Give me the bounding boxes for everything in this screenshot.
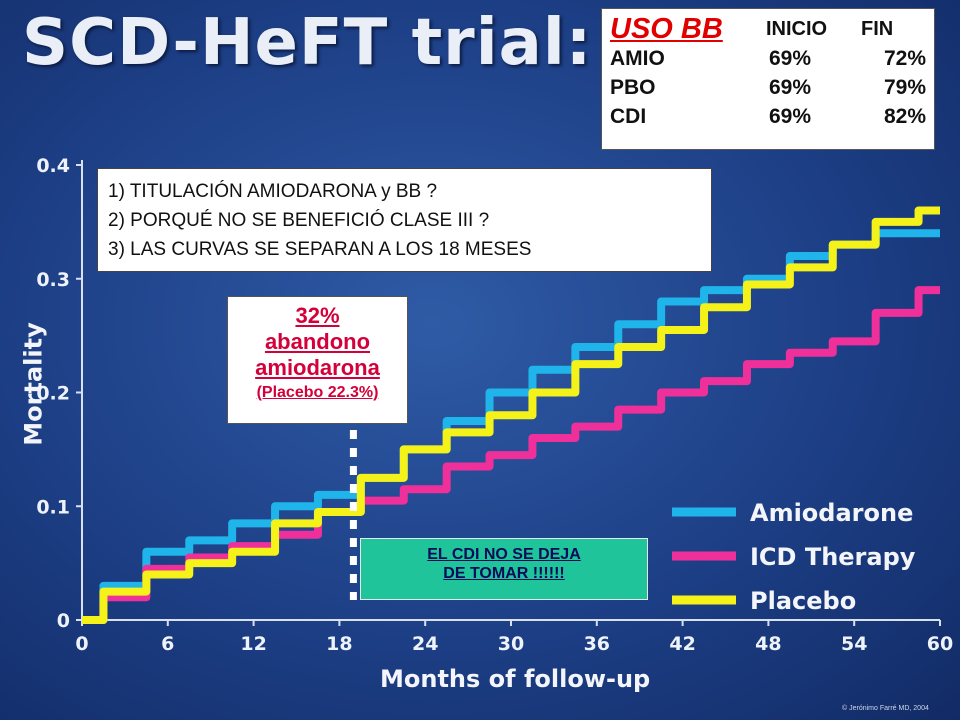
question-1: 1) TITULACIÓN AMIODARONA y BB ?: [108, 181, 438, 202]
legend-label: Amiodarone: [750, 499, 913, 527]
x-tick-labels: 0 6 12 18 24 30 36 42 48 54 60: [75, 633, 953, 655]
question-2: 2) PORQUÉ NO SE BENEFICIÓ CLASE III ?: [108, 210, 490, 231]
bb-row-inicio: 69%: [769, 47, 812, 70]
y-tick-label: 0.2: [36, 383, 70, 405]
y-tick-label: 0.4: [36, 155, 70, 177]
copyright-text: © Jerónimo Farré MD, 2004: [842, 705, 929, 712]
bb-row-fin: 79%: [883, 76, 927, 99]
x-tick-label: 54: [841, 633, 867, 655]
y-tick-label: 0.1: [36, 496, 70, 518]
cdi-note: EL CDI NO SE DEJA DE TOMAR !!!!!!: [360, 538, 648, 600]
y-tick-label: 0: [57, 610, 70, 632]
y-axis-label: Mortality: [19, 322, 48, 446]
x-tick-label: 42: [669, 633, 695, 655]
bb-header-row: USO BB INICIO FIN: [610, 15, 926, 44]
series-lines: [82, 206, 940, 624]
bb-col-inicio: INICIO: [766, 18, 828, 40]
y-tick-label: 0.3: [36, 269, 70, 291]
x-tick-label: 36: [584, 633, 610, 655]
abandono-percent: 32%: [295, 303, 340, 328]
legend-label: Placebo: [750, 587, 856, 615]
x-tick-label: 0: [75, 633, 88, 655]
legend-label: ICD Therapy: [750, 543, 916, 571]
cdi-note-line-1: EL CDI NO SE DEJA: [427, 546, 581, 563]
x-tick-label: 6: [161, 633, 174, 655]
chart-legend: Amiodarone ICD Therapy Placebo: [672, 499, 916, 615]
questions-box: 1) TITULACIÓN AMIODARONA y BB ? 2) PORQU…: [97, 168, 712, 272]
x-tick-label: 24: [412, 633, 438, 655]
y-tick-labels: 0 0.1 0.2 0.3 0.4: [36, 155, 70, 632]
bb-row-inicio: 69%: [769, 76, 812, 99]
x-tick-label: 48: [755, 633, 781, 655]
x-tick-label: 12: [240, 633, 266, 655]
bb-heading: USO BB: [610, 13, 723, 45]
abandono-word: abandono: [264, 329, 371, 354]
x-tick-label: 18: [326, 633, 352, 655]
chart-axes: [76, 160, 941, 626]
bb-row-fin: 72%: [883, 47, 927, 70]
bb-row-label: AMIO: [610, 47, 665, 70]
question-3: 3) LAS CURVAS SE SEPARAN A LOS 18 MESES: [108, 239, 532, 260]
bb-row-inicio: 69%: [769, 105, 812, 128]
cdi-note-line-2: DE TOMAR !!!!!!: [443, 565, 565, 582]
bb-col-fin: FIN: [861, 18, 894, 40]
abandono-drug: amiodarona: [255, 355, 380, 380]
bb-row-label: PBO: [610, 76, 656, 99]
bb-row-pbo: PBO 69% 79%: [610, 73, 926, 102]
bb-row-fin: 82%: [883, 105, 927, 128]
abandono-note: 32% abandono amiodarona (Placebo 22.3%): [227, 296, 408, 424]
abandono-placebo: (Placebo 22.3%): [256, 384, 379, 401]
bb-row-label: CDI: [610, 105, 647, 128]
x-axis-label: Months of follow-up: [380, 665, 651, 693]
series-line-placebo: [82, 206, 940, 624]
bb-row-amio: AMIO 69% 72%: [610, 44, 926, 73]
bb-row-cdi: CDI 69% 82%: [610, 102, 926, 131]
x-tick-label: 30: [498, 633, 524, 655]
x-tick-label: 60: [927, 633, 953, 655]
beta-blocker-usage-table: USO BB INICIO FIN AMIO 69% 72% PBO 69% 7…: [601, 8, 935, 150]
